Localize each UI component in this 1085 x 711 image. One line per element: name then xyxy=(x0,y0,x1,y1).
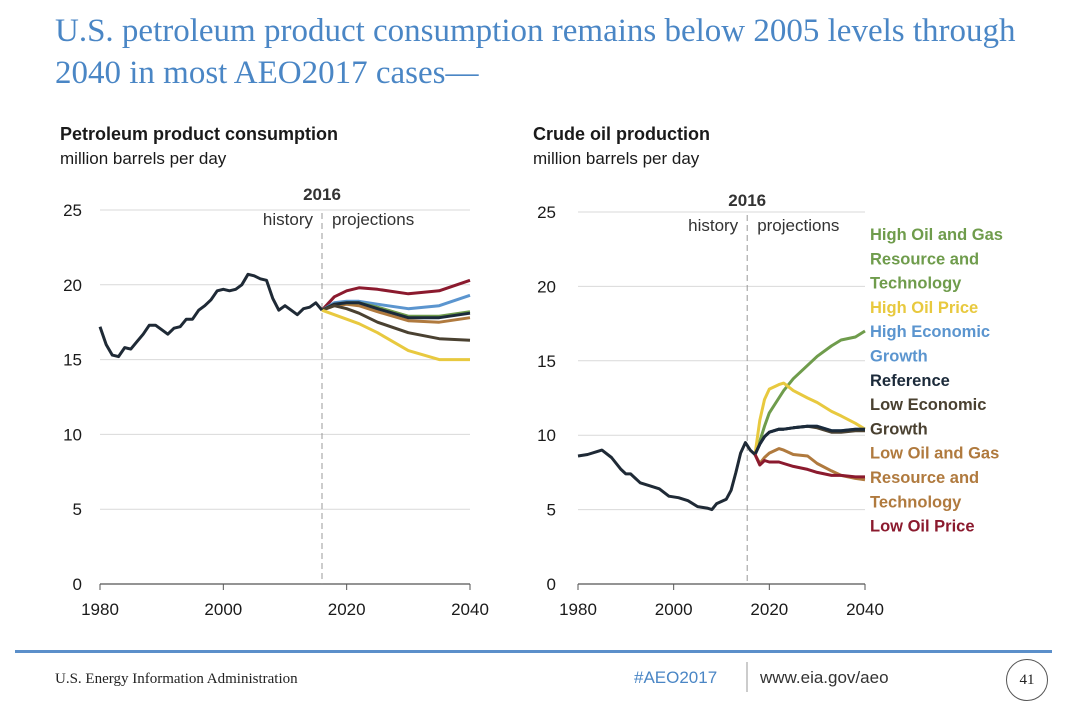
y-tick-label: 25 xyxy=(537,203,556,222)
series-line-reference xyxy=(321,301,471,320)
x-tick-label: 2040 xyxy=(846,600,884,619)
history-label: history xyxy=(688,216,739,235)
x-tick-label: 2040 xyxy=(451,600,489,619)
x-tick-label: 2000 xyxy=(204,600,242,619)
x-tick-label: 2020 xyxy=(750,600,788,619)
chart-production: Crude oil production million barrels per … xyxy=(533,124,1003,619)
legend-label: High Economic xyxy=(870,323,990,341)
y-tick-label: 5 xyxy=(547,501,556,520)
series-line-low-economic-growth xyxy=(321,304,471,342)
y-tick-label: 20 xyxy=(537,277,556,296)
projections-label: projections xyxy=(757,216,839,235)
legend-label: Technology xyxy=(870,493,962,511)
legend-label: Low Oil Price xyxy=(870,518,975,536)
footer-url[interactable]: www.eia.gov/aeo xyxy=(760,668,889,687)
series-line-low-oil-price xyxy=(753,453,865,479)
history-line xyxy=(98,272,324,359)
projections-label: projections xyxy=(332,210,414,229)
legend-label: Low Economic xyxy=(870,396,986,414)
footer-hashtag[interactable]: #AEO2017 xyxy=(634,668,718,687)
legend-label: Reference xyxy=(870,372,950,390)
y-tick-label: 15 xyxy=(63,351,82,370)
y-tick-label: 10 xyxy=(537,426,556,445)
footer-divider xyxy=(15,650,1052,653)
series-line-high-oil-and-gas-resource-and-technology xyxy=(753,329,866,456)
y-tick-label: 15 xyxy=(537,352,556,371)
series-line-high-oil-price xyxy=(753,381,866,455)
x-tick-label: 1980 xyxy=(559,600,597,619)
legend-label: Growth xyxy=(870,348,928,366)
series-line-high-oil-price xyxy=(321,308,470,362)
legend-label: Technology xyxy=(870,275,962,293)
y-tick-label: 25 xyxy=(63,201,82,220)
slide-title: U.S. petroleum product consumption remai… xyxy=(55,13,1016,91)
legend-label: Growth xyxy=(870,420,928,438)
series-line-reference xyxy=(753,424,865,456)
series-line-low-oil-price xyxy=(320,278,471,312)
x-tick-label: 1980 xyxy=(81,600,119,619)
chart-title: Crude oil production xyxy=(533,124,710,144)
y-tick-label: 10 xyxy=(63,425,82,444)
legend-label: Resource and xyxy=(870,250,979,268)
history-line xyxy=(577,441,757,512)
y-tick-label: 0 xyxy=(547,575,556,594)
chart-subtitle: million barrels per day xyxy=(533,149,700,168)
page-number: 41 xyxy=(1006,659,1048,701)
y-tick-label: 20 xyxy=(63,276,82,295)
chart-subtitle: million barrels per day xyxy=(60,149,227,168)
footer-separator xyxy=(746,662,748,692)
divider-year: 2016 xyxy=(728,191,766,210)
chart-consumption: Petroleum product consumption million bar… xyxy=(60,124,489,619)
footer-agency: U.S. Energy Information Administration xyxy=(55,671,298,687)
x-tick-label: 2020 xyxy=(328,600,366,619)
y-tick-label: 0 xyxy=(73,575,82,594)
legend-label: High Oil and Gas xyxy=(870,226,1003,244)
legend-label: Resource and xyxy=(870,469,979,487)
divider-year: 2016 xyxy=(303,185,341,204)
y-tick-label: 5 xyxy=(73,500,82,519)
chart-title: Petroleum product consumption xyxy=(60,124,338,144)
legend-label: Low Oil and Gas xyxy=(870,445,999,463)
history-label: history xyxy=(263,210,314,229)
x-tick-label: 2000 xyxy=(655,600,693,619)
legend-label: High Oil Price xyxy=(870,299,978,317)
